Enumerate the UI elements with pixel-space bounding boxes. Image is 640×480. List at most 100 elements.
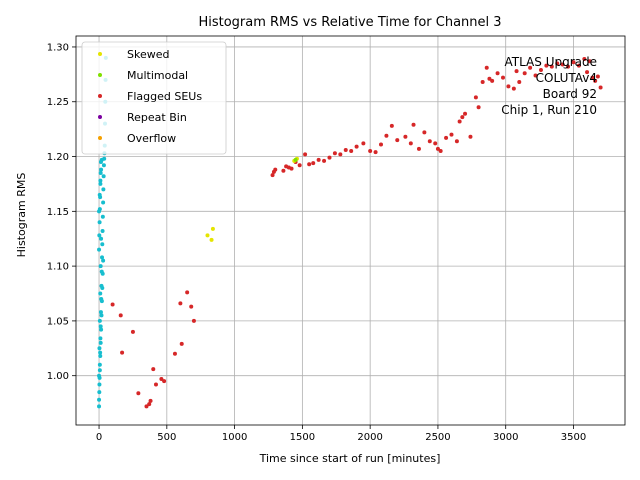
point-flagged-seus [289,166,294,171]
point-flagged-seus [444,135,449,140]
point-series-5 [97,192,102,197]
legend: Skewed Multimodal Flagged SEUs Repeat Bin Ov… [81,41,227,155]
point-flagged-seus [480,80,485,85]
point-skewed [210,226,215,231]
x-tick-label: 3000 [493,432,518,443]
point-flagged-seus [343,147,348,152]
y-axis-label: Histogram RMS [15,173,28,258]
y-tick-label: 1.30 [47,42,69,53]
legend-marker-flagged-seus [98,94,102,98]
legend-label-multimodal: Multimodal [127,69,188,82]
point-series-5 [98,310,103,315]
point-series-5 [97,362,102,367]
point-flagged-seus [511,86,516,91]
point-flagged-seus [517,80,522,85]
point-series-5 [100,229,105,234]
point-series-5 [99,167,104,172]
point-series-5 [100,286,105,291]
point-flagged-seus [522,71,527,76]
point-flagged-seus [281,168,286,173]
point-flagged-seus [316,157,321,162]
point-flagged-seus [585,70,590,75]
point-series-5 [100,271,105,276]
point-flagged-seus [297,163,302,168]
y-tick-label: 1.05 [47,316,69,327]
point-flagged-seus [582,57,587,62]
plot-frame [75,35,626,426]
point-flagged-seus [403,134,408,139]
x-tick-label: 1500 [290,432,315,443]
point-flagged-seus [487,76,492,81]
point-flagged-seus [130,329,135,334]
point-flagged-seus [270,173,275,178]
point-flagged-seus [422,130,427,135]
point-series-5 [99,157,104,162]
point-flagged-seus [354,144,359,149]
x-tick-label: 500 [157,432,176,443]
point-flagged-seus [384,133,389,138]
point-flagged-seus [427,139,432,144]
point-series-5 [98,264,103,269]
point-flagged-seus [514,69,519,74]
point-series-5 [99,299,104,304]
point-flagged-seus [162,379,167,384]
x-tick-label: 3500 [561,432,586,443]
legend-label-repeat-bin: Repeat Bin [127,111,187,124]
point-series-5 [98,170,103,175]
point-skewed [209,237,214,242]
point-series-5 [97,382,102,387]
legend-marker-multimodal [98,73,102,77]
point-series-5 [99,327,104,332]
point-flagged-seus [172,351,177,356]
point-flagged-seus [120,350,125,355]
point-series-5 [99,313,104,318]
point-flagged-seus [506,84,511,89]
point-series-5 [101,174,106,179]
point-flagged-seus [593,78,598,83]
point-series-5 [97,209,102,214]
point-series-5 [98,340,103,345]
y-tick-label: 1.10 [47,262,69,273]
point-series-5 [101,163,106,168]
point-skewed [205,233,210,238]
point-flagged-seus [438,149,443,154]
point-flagged-seus [538,67,543,72]
point-series-5 [97,404,102,409]
point-flagged-seus [389,123,394,128]
legend-label-overflow: Overflow [127,132,176,145]
point-flagged-seus [118,313,123,318]
point-flagged-seus [598,85,603,90]
point-series-5 [100,255,105,260]
point-flagged-seus [433,141,438,146]
point-flagged-seus [179,341,184,346]
point-flagged-seus [411,122,416,127]
point-series-5 [97,233,102,238]
point-flagged-seus [303,152,308,157]
data-points [97,55,603,409]
point-flagged-seus [566,64,571,69]
point-series-5 [97,247,102,252]
point-flagged-seus [590,75,595,80]
legend-label-flagged-seus: Flagged SEUs [127,90,202,103]
point-flagged-seus [368,149,373,154]
point-flagged-seus [153,382,158,387]
point-flagged-seus [148,398,153,403]
chart-title: Histogram RMS vs Relative Time for Chann… [198,15,501,30]
point-flagged-seus [576,63,581,68]
point-flagged-seus [322,158,327,163]
point-series-5 [97,220,102,225]
point-flagged-seus [144,404,149,409]
point-flagged-seus [501,75,505,80]
y-tick-label: 1.20 [47,152,69,163]
point-flagged-seus [460,115,465,120]
x-axis-label: Time since start of run [minutes] [259,452,441,465]
y-tick-label: 1.15 [47,207,69,218]
x-tick-label: 1000 [222,432,247,443]
point-flagged-seus [408,141,413,146]
point-series-5 [97,368,102,373]
point-flagged-seus [595,74,600,79]
point-series-5 [98,353,103,358]
point-series-5 [97,390,102,395]
y-axis-ticks: 1.00 1.05 1.10 1.15 1.20 1.25 1.30 [47,42,76,382]
